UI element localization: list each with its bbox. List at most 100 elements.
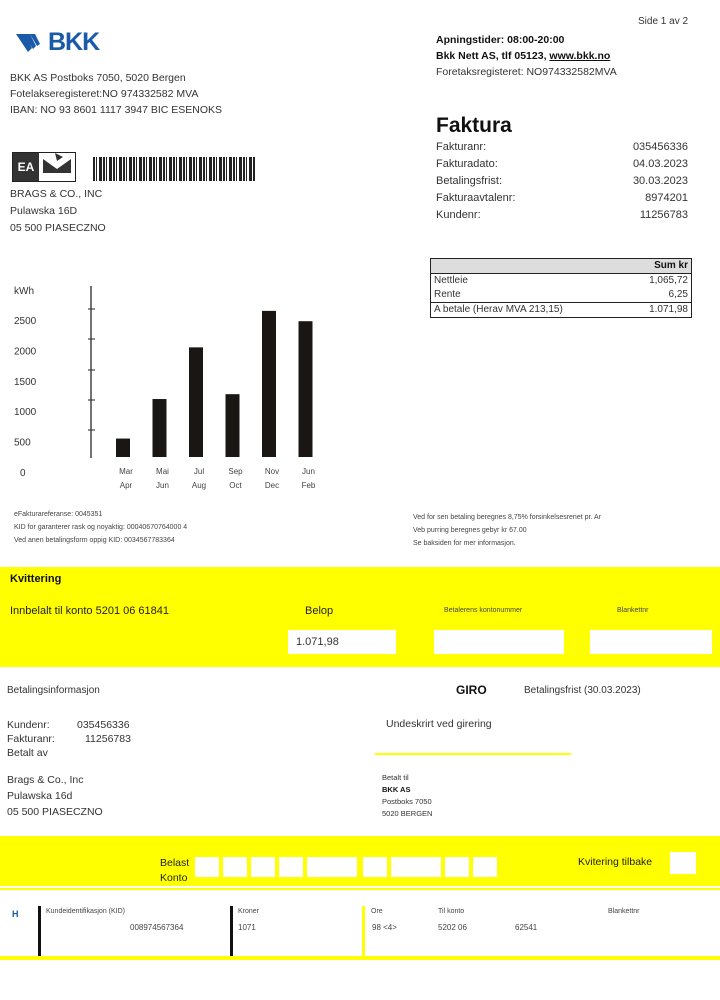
form-number-field[interactable] (590, 630, 712, 654)
sum-value: 6,25 (668, 289, 688, 300)
recipient-line: 05 500 PIASECZNO (10, 222, 106, 234)
sender-line: Fotelakseregisteret:NO 974332582 MVA (10, 88, 199, 100)
field-label: Fakturadato: (436, 158, 498, 170)
bar (298, 321, 313, 457)
sum-row: A betale (Herav MVA 213,15) 1.071,98 (431, 303, 691, 317)
opening-hours: Apningstider: 08:00-20:00 (436, 34, 565, 46)
x-tick-label: Aug (192, 481, 206, 490)
x-tick-label: Jun (156, 481, 169, 490)
debit-account-digit-box[interactable] (307, 857, 357, 877)
debit-account-digit-box[interactable] (391, 857, 441, 877)
bar (189, 347, 203, 457)
envelope-icon (43, 153, 71, 173)
y-tick-label: 2000 (14, 346, 37, 357)
field-label: Betalingsfrist: (436, 175, 503, 187)
bar (262, 310, 276, 457)
x-tick-label: Jun (302, 467, 315, 476)
address-line: Brags & Co., Inc (7, 774, 84, 786)
recipient-address: BRAGS & CO., INC Pulawska 16D 05 500 PIA… (10, 186, 106, 237)
sum-value: 1.071,98 (649, 304, 688, 315)
debit-account-digit-box[interactable] (473, 857, 497, 877)
website-link[interactable]: www.bkk.no (549, 50, 611, 62)
recipient-line: BRAGS & CO., INC (10, 188, 103, 200)
divider (230, 906, 233, 956)
paid-to-label: Betalt til (382, 773, 409, 782)
y-tick-label: 0 (20, 468, 26, 479)
address-line: Pulawska 16d (7, 790, 73, 802)
bar (225, 394, 240, 457)
paid-by-label: Betalt av (7, 747, 48, 759)
divider (362, 906, 365, 956)
x-tick-label: Mai (156, 467, 169, 476)
divider (0, 888, 720, 890)
note-line: Veb purring beregnes gebyr kr 67.00 (413, 527, 527, 534)
amount-label: Belop (305, 605, 334, 617)
ore-value: 98 <4> (372, 923, 397, 932)
account-label: Konto (160, 872, 188, 884)
debit-account-digit-box[interactable] (363, 857, 387, 877)
page-number: Side 1 av 2 (638, 16, 689, 27)
y-axis-label: kWh (14, 286, 34, 297)
barcode (93, 157, 255, 181)
row-h-label: H (12, 909, 19, 919)
signature-line[interactable] (375, 753, 571, 755)
y-tick-label: 2500 (14, 316, 37, 327)
note-line: eFakturareferanse: 0045351 (14, 511, 103, 518)
amount-field[interactable]: 1.071,98 (288, 630, 396, 654)
customer-number-label: Kundenr: (7, 719, 50, 731)
x-tick-label: Mar (119, 467, 133, 476)
field-value: 04.03.2023 (632, 158, 688, 170)
payment-info-title: Betalingsinformasjon (7, 685, 100, 696)
form-number-label: Blankettnr (608, 908, 640, 915)
to-account-value: 5202 06 (438, 923, 467, 932)
field-label: Fakturanr: (436, 141, 487, 153)
signature-label: Undeskrirt ved girering (386, 718, 492, 730)
ore-label: Ore (371, 908, 383, 915)
address-line: Postboks 7050 (382, 797, 432, 806)
receipt-account: Innbelalt til konto 5201 06 61841 (10, 605, 170, 617)
debit-section (0, 836, 720, 886)
kroner-label: Kroner (238, 908, 260, 915)
recipient-line: Pulawska 16D (10, 205, 78, 217)
invoice-field: Kundenr: 11256783 (436, 207, 688, 224)
payer-account-label: Betalerens kontonummer (444, 607, 523, 614)
note-line: Se baksiden for mer informasjon. (413, 540, 516, 547)
postage-stamp: EA (12, 152, 76, 182)
sum-row: Rente 6,25 (431, 288, 691, 303)
receipt-title: Kvittering (10, 573, 62, 585)
address-line: 05 500 PIASECZNO (7, 806, 103, 818)
debit-account-digit-box[interactable] (223, 857, 247, 877)
paid-by-address: Brags & Co., Inc Pulawska 16d 05 500 PIA… (7, 772, 103, 820)
debit-account-digit-box[interactable] (279, 857, 303, 877)
stamp-text: EA (13, 153, 39, 181)
notes-left: eFakturareferanse: 0045351 KID for garan… (14, 508, 187, 547)
field-value: 30.03.2023 (632, 175, 688, 187)
x-tick-label: Dec (265, 481, 279, 490)
x-tick-label: Jul (194, 467, 204, 476)
x-tick-label: Feb (302, 481, 316, 490)
field-value: 11256783 (639, 209, 688, 221)
debit-account-digit-box[interactable] (195, 857, 219, 877)
kid-label: Kundeidentifikasjon (KID) (46, 908, 125, 915)
return-receipt-checkbox[interactable] (670, 852, 696, 874)
debit-account-digit-box[interactable] (251, 857, 275, 877)
x-tick-label: Apr (120, 481, 133, 490)
payer-account-field[interactable] (434, 630, 564, 654)
y-tick-label: 1500 (14, 377, 37, 388)
debit-account-label: Belast Konto (160, 856, 189, 886)
sum-label: A betale (Herav MVA 213,15) (434, 304, 563, 315)
contact-info: Apningstider: 08:00-20:00 Bkk Nett AS, t… (436, 32, 617, 80)
debit-account-digit-box[interactable] (445, 857, 469, 877)
kid-value: 008974567364 (130, 923, 184, 932)
x-tick-label: Oct (229, 481, 242, 490)
sum-header-row: Sum kr (431, 259, 691, 274)
invoice-field: Fakturadato: 04.03.2023 (436, 156, 688, 173)
debit-label: Belast (160, 857, 190, 869)
registry-number: Foretaksregisteret: NO974332582MVA (436, 66, 617, 78)
field-label: Fakturaavtalenr: (436, 192, 516, 204)
sum-header: Sum kr (654, 260, 688, 271)
notes-right: Ved for sen betaling beregnes 8,75% fors… (413, 511, 601, 550)
giro-label: GIRO (456, 683, 487, 697)
note-line: Ved for sen betaling beregnes 8,75% fors… (413, 514, 601, 521)
invoice-number-label: Fakturanr: (7, 733, 55, 745)
